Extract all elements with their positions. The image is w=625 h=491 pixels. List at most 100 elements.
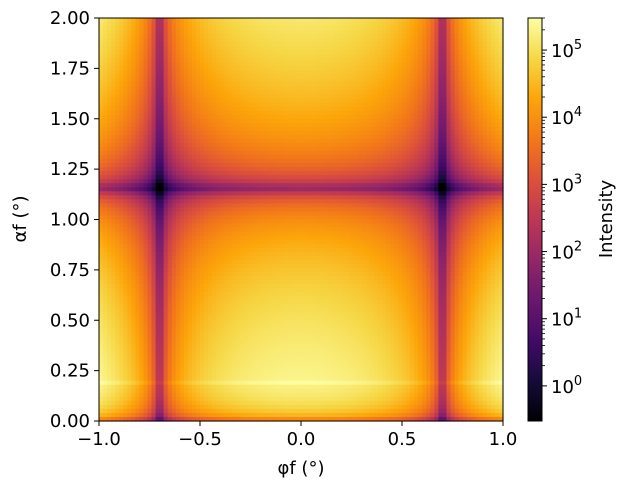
heatmap-cell <box>321 18 326 23</box>
heatmap-cell <box>381 126 387 132</box>
heatmap-cell <box>159 66 165 71</box>
heatmap-cell <box>111 215 116 221</box>
heatmap-cell <box>280 18 286 23</box>
heatmap-cell <box>430 34 435 39</box>
heatmap-cell <box>183 118 189 124</box>
heatmap-cell <box>159 58 165 63</box>
heatmap-cell <box>478 150 484 156</box>
heatmap-cell <box>450 42 456 47</box>
heatmap-cell <box>280 106 286 112</box>
heatmap-cell <box>406 78 411 84</box>
heatmap-cell <box>284 62 290 67</box>
heatmap-cell <box>139 70 145 76</box>
heatmap-cell <box>151 22 157 27</box>
heatmap-cell <box>357 159 363 164</box>
heatmap-cell <box>155 203 161 209</box>
heatmap-cell <box>365 46 371 51</box>
heatmap-cell <box>410 187 415 192</box>
heatmap-cell <box>494 142 500 148</box>
heatmap-cell <box>478 175 484 180</box>
heatmap-cell <box>107 191 112 196</box>
heatmap-cell <box>434 199 439 204</box>
heatmap-cell <box>434 126 439 132</box>
heatmap-cell <box>248 175 254 180</box>
heatmap-cell <box>341 114 347 120</box>
heatmap-cell <box>377 134 383 140</box>
heatmap-cell <box>159 211 165 217</box>
heatmap-cell <box>313 199 318 204</box>
heatmap-cell <box>482 78 488 84</box>
heatmap-cell <box>490 30 496 35</box>
heatmap-cell <box>418 94 423 100</box>
heatmap-cell <box>143 126 149 132</box>
heatmap-cell <box>248 94 254 100</box>
heatmap-cell <box>216 195 221 200</box>
heatmap-cell <box>212 62 217 67</box>
heatmap-cell <box>418 74 423 80</box>
heatmap-cell <box>179 211 185 217</box>
heatmap-cell <box>111 199 116 204</box>
heatmap-cell <box>200 18 205 23</box>
heatmap-cell <box>131 203 136 209</box>
heatmap-cell <box>317 126 322 132</box>
heatmap-cell <box>321 50 326 55</box>
heatmap-cell <box>123 167 128 172</box>
heatmap-cell <box>381 122 387 128</box>
heatmap-cell <box>422 155 427 160</box>
heatmap-cell <box>454 171 460 176</box>
heatmap-cell <box>115 122 120 128</box>
heatmap-cell <box>434 183 439 188</box>
heatmap-cell <box>305 159 310 164</box>
heatmap-cell <box>482 62 488 67</box>
heatmap-cell <box>333 34 338 39</box>
heatmap-cell <box>232 22 237 27</box>
heatmap-cell <box>422 26 427 31</box>
heatmap-cell <box>490 62 496 67</box>
heatmap-cell <box>111 134 116 140</box>
heatmap-cell <box>135 98 140 104</box>
heatmap-cell <box>430 159 435 164</box>
heatmap-cell <box>139 138 145 144</box>
heatmap-cell <box>236 130 241 136</box>
heatmap-cell <box>216 159 221 164</box>
heatmap-cell <box>187 199 193 204</box>
heatmap-cell <box>430 18 435 23</box>
heatmap-cell <box>155 187 161 192</box>
heatmap-cell <box>486 66 492 71</box>
heatmap-cell <box>236 110 241 116</box>
heatmap-cell <box>256 211 262 217</box>
heatmap-cell <box>284 54 290 59</box>
heatmap-cell <box>402 155 407 160</box>
heatmap-cell <box>381 138 387 144</box>
heatmap-cell <box>296 82 302 88</box>
heatmap-cell <box>313 179 318 184</box>
heatmap-cell <box>458 22 464 27</box>
heatmap-cell <box>385 26 391 31</box>
heatmap-cell <box>470 50 476 55</box>
heatmap-cell <box>406 203 411 209</box>
heatmap-cell <box>450 54 456 59</box>
heatmap-cell <box>107 66 112 71</box>
heatmap-cell <box>329 22 334 27</box>
heatmap-cell <box>381 199 387 204</box>
heatmap-cell <box>179 118 185 124</box>
heatmap-cell <box>135 74 140 80</box>
heatmap-cell <box>131 50 136 55</box>
heatmap-cell <box>228 138 233 144</box>
heatmap-cell <box>284 118 290 124</box>
heatmap-cell <box>248 90 254 96</box>
heatmap-cell <box>353 110 359 116</box>
heatmap-cell <box>115 179 120 184</box>
heatmap-cell <box>317 98 322 104</box>
heatmap-cell <box>454 34 460 39</box>
heatmap-cell <box>418 102 423 108</box>
heatmap-cell <box>426 58 431 63</box>
heatmap-cell <box>123 58 128 63</box>
heatmap-cell <box>325 114 330 120</box>
heatmap-cell <box>393 38 399 43</box>
heatmap-cell <box>442 22 448 27</box>
heatmap-cell <box>393 78 399 84</box>
heatmap-cell <box>232 146 237 152</box>
heatmap-cell <box>171 138 177 144</box>
heatmap-cell <box>111 74 116 80</box>
